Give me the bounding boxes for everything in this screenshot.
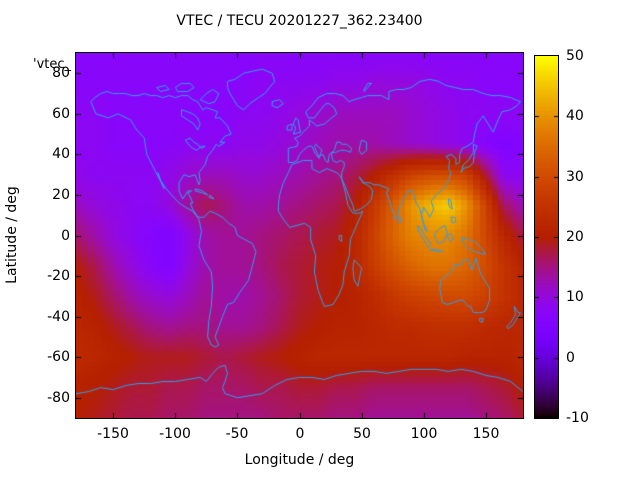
x-tick-label: 0: [295, 426, 305, 442]
y-tick-label: -40: [47, 309, 70, 325]
colorbar-tick-label: 50: [566, 48, 584, 64]
y-tick-label: -60: [47, 349, 70, 365]
tec-heatmap-canvas: [75, 52, 524, 419]
x-tick-label: -150: [97, 426, 129, 442]
x-tick-label: 50: [353, 426, 371, 442]
x-tick-label: 100: [410, 426, 438, 442]
y-tick-label: 80: [52, 65, 70, 81]
y-tick-label: 0: [61, 228, 70, 244]
x-tick-label: -100: [159, 426, 191, 442]
colorbar-tick-label: 10: [566, 289, 584, 305]
colorbar-tick-label: 0: [566, 350, 575, 366]
x-tick-label: 150: [472, 426, 500, 442]
y-tick-label: 20: [52, 187, 70, 203]
colorbar-tick-label: 30: [566, 169, 584, 185]
legend-key-label: 'vtec_: [33, 57, 72, 72]
y-tick-label: 60: [52, 106, 70, 122]
x-axis-label: Longitude / deg: [244, 452, 355, 468]
y-tick-label: 40: [52, 146, 70, 162]
colorbar-tick-label: 40: [566, 108, 584, 124]
colorbar-tick-label: -10: [566, 410, 589, 426]
y-tick-label: -80: [47, 390, 70, 406]
y-tick-label: -20: [47, 268, 70, 284]
colorbar-tick-label: 20: [566, 229, 584, 245]
colorbar-canvas: [534, 55, 559, 419]
chart-title: VTEC / TECU 20201227_362.23400: [176, 13, 423, 29]
x-tick-label: -50: [225, 426, 249, 442]
y-axis-label: Latitude / deg: [4, 186, 20, 284]
